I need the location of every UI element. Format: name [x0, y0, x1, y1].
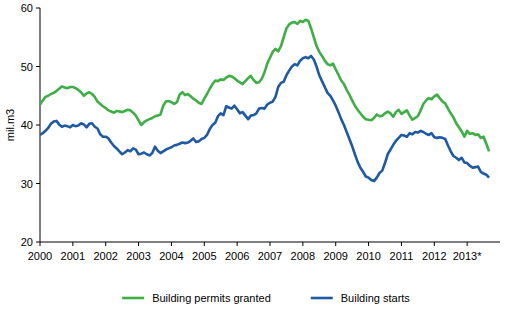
y-tick-label: 60	[21, 2, 33, 14]
x-tick-label: 2003	[126, 250, 150, 262]
y-tick-label: 50	[21, 61, 33, 73]
y-tick-label: 20	[21, 236, 33, 248]
x-tick	[401, 242, 402, 246]
x-tick-label: 2012	[422, 250, 446, 262]
x-tick-label: 2007	[258, 250, 282, 262]
y-tick	[36, 125, 40, 126]
y-tick	[36, 66, 40, 67]
legend-label: Building permits granted	[152, 292, 271, 304]
x-tick-label: 2002	[93, 250, 117, 262]
legend-label: Building starts	[341, 292, 411, 304]
legend-swatch	[122, 297, 144, 300]
x-tick	[40, 242, 41, 246]
x-tick-label: 2005	[192, 250, 216, 262]
x-tick-label: 2010	[356, 250, 380, 262]
x-tick-label: 2009	[323, 250, 347, 262]
x-tick	[72, 242, 73, 246]
x-tick-label: 2001	[61, 250, 85, 262]
x-tick	[467, 242, 468, 246]
legend-swatch	[311, 297, 333, 300]
x-tick	[270, 242, 271, 246]
x-tick	[434, 242, 435, 246]
y-tick-label: 40	[21, 119, 33, 131]
lines	[40, 20, 489, 181]
y-tick-label: 30	[21, 178, 33, 190]
x-tick	[204, 242, 205, 246]
x-tick	[335, 242, 336, 246]
legend: Building permits granted Building starts	[122, 292, 410, 304]
x-tick	[368, 242, 369, 246]
x-tick	[302, 242, 303, 246]
x-tick-label: 2011	[390, 250, 414, 262]
y-tick	[36, 8, 40, 9]
x-tick-label: 2000	[28, 250, 52, 262]
y-tick	[36, 183, 40, 184]
x-tick-label: 2013*	[453, 250, 482, 262]
y-axis-label: mil.m3	[4, 109, 16, 141]
series-line	[40, 56, 489, 181]
y-tick	[36, 242, 40, 243]
x-tick-label: 2008	[291, 250, 315, 262]
x-tick	[237, 242, 238, 246]
legend-item: Building permits granted	[122, 292, 271, 304]
x-tick-label: 2004	[159, 250, 183, 262]
x-tick	[171, 242, 172, 246]
legend-item: Building starts	[311, 292, 411, 304]
x-tick-label: 2006	[225, 250, 249, 262]
chart: 20 30 40 50 60 mil.m3 2000 2001 2002 2003 2004 2005…	[0, 0, 532, 325]
x-tick	[105, 242, 106, 246]
x-tick	[138, 242, 139, 246]
